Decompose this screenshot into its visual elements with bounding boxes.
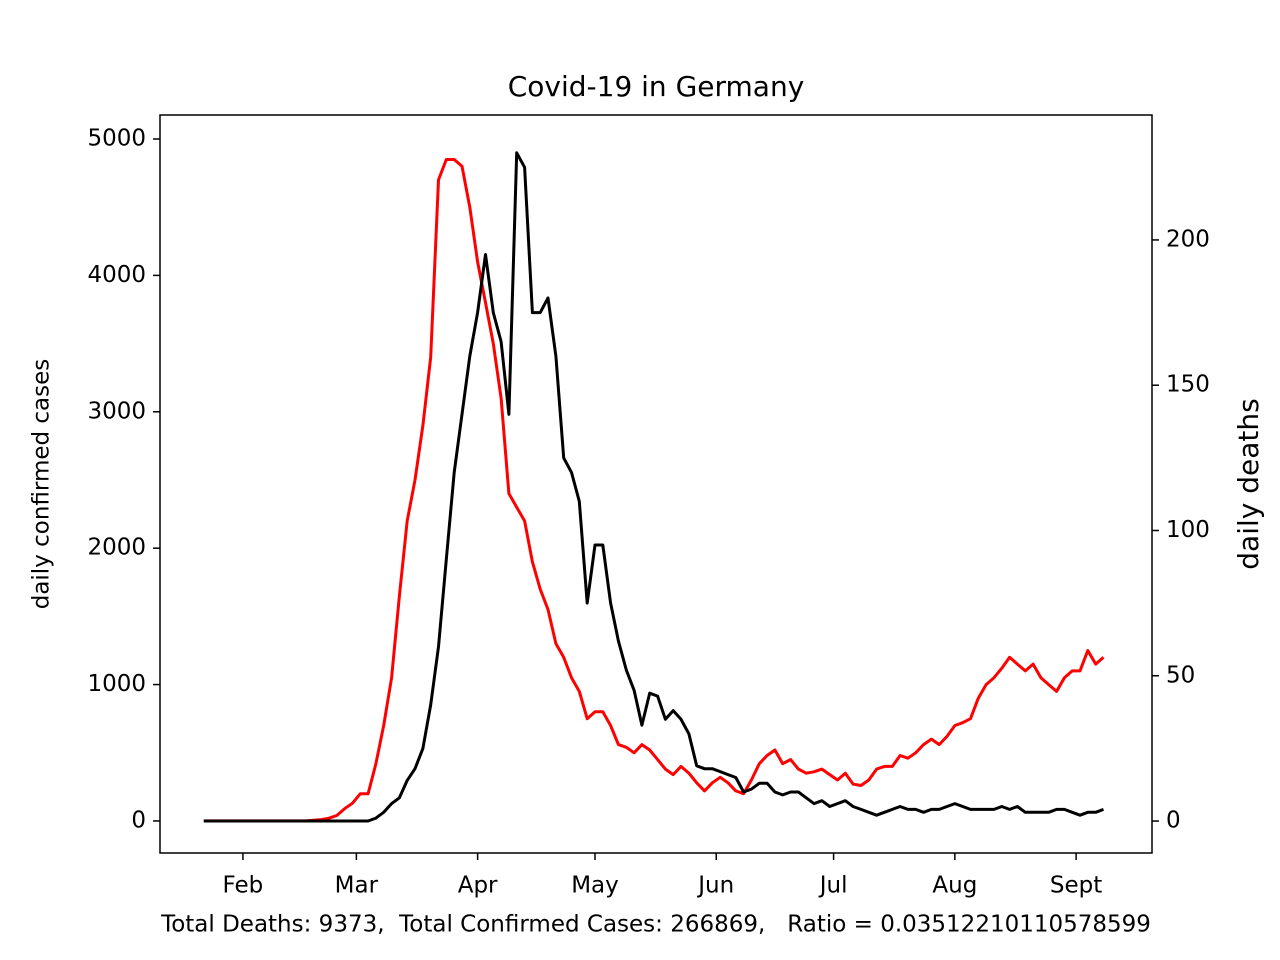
x-tick-label: Feb [223, 873, 264, 899]
y2-tick-label: 150 [1166, 372, 1210, 398]
x-tick-label: Jun [696, 873, 734, 899]
y-tick-label: 3000 [87, 398, 146, 424]
x-tick-label: Mar [335, 873, 379, 899]
y-axis-label: daily confirmed cases [29, 359, 55, 610]
line-series [203, 158, 1105, 823]
plot-frame [159, 114, 1153, 854]
y-tick-label: 0 [131, 807, 146, 833]
y2-tick-label: 100 [1166, 517, 1210, 543]
y-tick-label: 1000 [87, 671, 146, 697]
x-tick-label: Apr [458, 873, 498, 899]
annotation: Total Deaths: 9373, Total Confirmed Case… [160, 912, 1151, 938]
y2-axis-label: daily deaths [1232, 398, 1265, 569]
x-tick-label: Aug [932, 873, 977, 899]
x-tick-label: Jul [818, 873, 848, 899]
line-series [203, 151, 1105, 823]
y2-tick-label: 200 [1166, 226, 1210, 252]
y-tick-label: 4000 [87, 262, 146, 288]
y2-tick-label: 0 [1166, 808, 1181, 834]
chart-title: Covid-19 in Germany [508, 70, 805, 103]
y-tick-label: 2000 [87, 535, 146, 561]
x-tick-label: May [571, 873, 619, 899]
y-tick-label: 5000 [87, 126, 146, 152]
x-tick-label: Sept [1050, 873, 1102, 899]
y2-tick-label: 50 [1166, 662, 1195, 688]
